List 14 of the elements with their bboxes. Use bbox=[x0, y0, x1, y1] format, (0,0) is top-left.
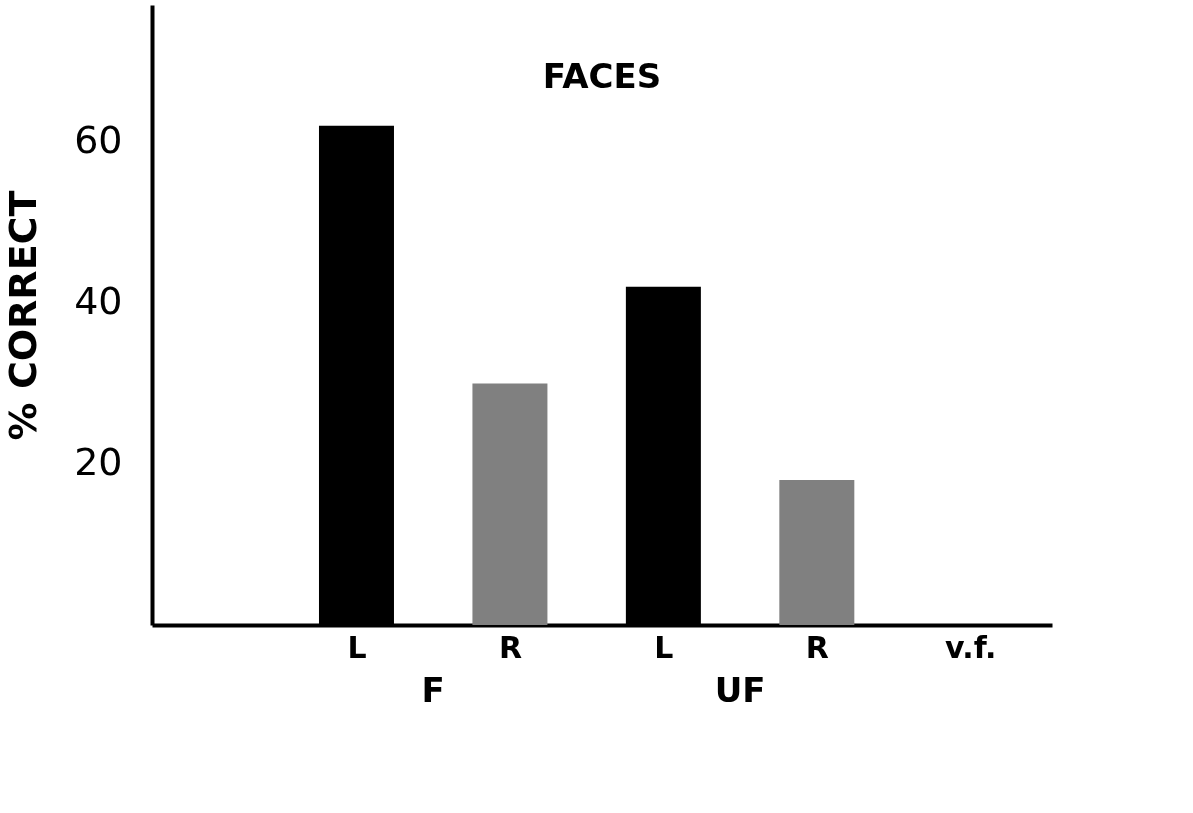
bar bbox=[779, 480, 855, 625]
x-tick-label: R bbox=[498, 629, 522, 665]
x-tick-label: L bbox=[654, 629, 674, 665]
y-tick-label: 20 bbox=[74, 440, 123, 485]
bar bbox=[472, 383, 548, 625]
x-tick-label: R bbox=[805, 629, 829, 665]
text: UF bbox=[714, 670, 766, 710]
text: FACES bbox=[542, 56, 662, 96]
x-tick-label: L bbox=[347, 629, 367, 665]
y-axis-title: % CORRECT bbox=[1, 190, 46, 441]
x-tick-label: v.f. bbox=[945, 629, 997, 665]
y-tick-label: 40 bbox=[74, 279, 123, 324]
y-tick-label: 60 bbox=[74, 118, 123, 163]
text: F bbox=[421, 670, 445, 710]
